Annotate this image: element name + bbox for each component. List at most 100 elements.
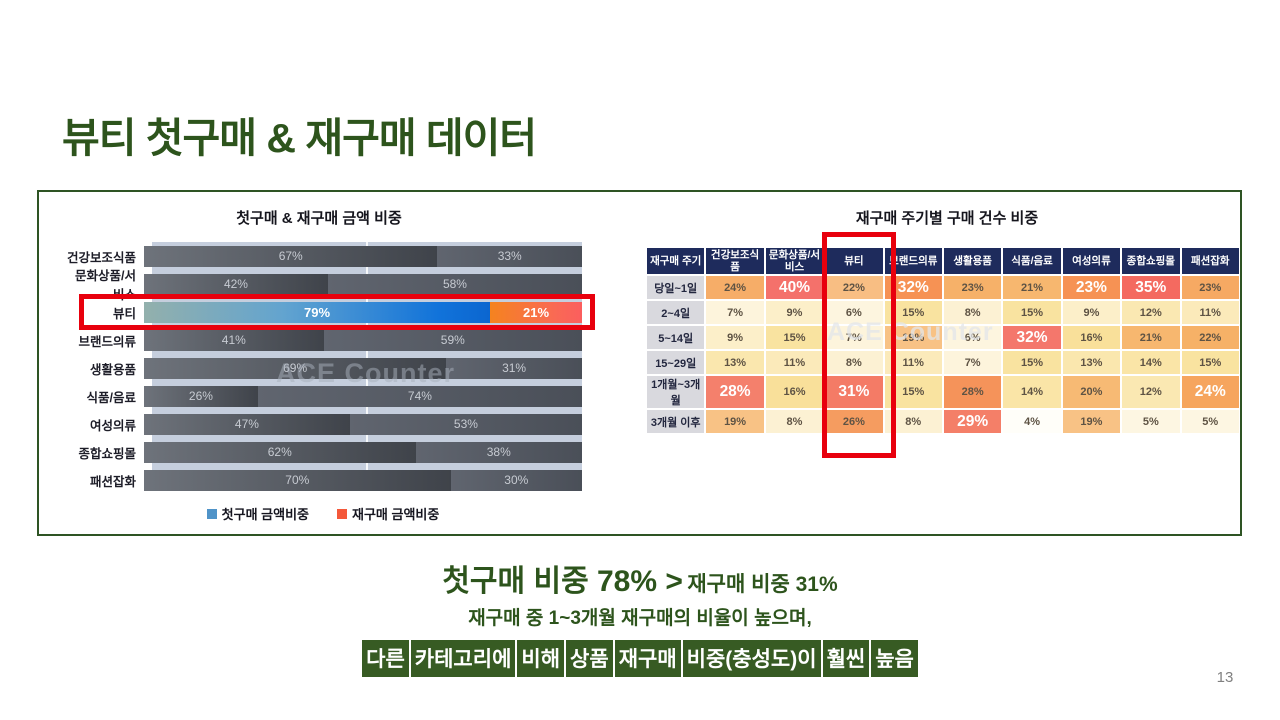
heatmap-cell: 9% [1061,300,1122,326]
heatmap-cell: 19% [1061,409,1122,435]
bar-row: 식품/음료 26% 74% [64,382,582,410]
heatmap-cell: 9% [764,300,825,326]
legend-label: 재구매 금액비중 [352,507,440,522]
heatmap-cell: 21% [1002,275,1062,301]
heatmap-cell: 16% [764,375,825,410]
bar-track: 70% 30% [144,469,582,491]
heatmap-cell: 7% [824,325,884,351]
repurchase-segment: 33% [437,245,582,267]
bar-row: 생활용품 69% 31% [64,354,582,382]
heatmap-cell: 23% [1180,275,1240,301]
insight-line2: 재구매 중 1~3개월 재구매의 비율이 높으며, [468,608,812,629]
heatmap-cell: 24% [1180,375,1240,410]
heatmap-cell: 5% [1121,409,1181,435]
bar-chart: 건강보조식품 67% 33% 문화상품/서비스 42% 58% 뷰티 79% 21% 브랜드의류 4… [64,242,582,494]
table-row: 당일~1일 24% 40% 22% 32% 23% 21% 23% 35% 23% [646,275,1240,301]
heatmap-cell: 32% [1002,325,1062,351]
first-purchase-segment: 42% [144,273,328,295]
first-purchase-segment: 47% [144,413,350,435]
heatmap-cell: 12% [1121,300,1181,326]
table-row-label: 2~4일 [646,300,706,326]
table-row-label: 15~29일 [646,350,706,376]
repurchase-segment: 30% [450,469,582,491]
heatmap-cell: 29% [942,409,1003,435]
table-row: 15~29일 13% 11% 8% 11% 7% 15% 13% 14% 15% [646,350,1240,376]
heatmap-cell: 20% [1061,375,1122,410]
bar-rows: 건강보조식품 67% 33% 문화상품/서비스 42% 58% 뷰티 79% 21% 브랜드의류 4… [64,242,582,494]
heatmap-cell: 40% [764,275,825,301]
beauty-row-highlight-box [79,294,595,330]
heatmap-cell: 22% [824,275,884,301]
first-purchase-segment: 79% [144,301,491,323]
heatmap-cell: 23% [942,275,1003,301]
repurchase-segment: 31% [446,357,582,379]
heatmap-cell: 22% [1180,325,1240,351]
bar-category-label: 식품/음료 [86,390,136,405]
highlight-word: 비중(충성도)이 [682,640,821,677]
heatmap-cell: 6% [942,325,1003,351]
bar-chart-title: 첫구매 & 재구매 금액 비중 [236,210,402,227]
heatmap-cell: 15% [764,325,825,351]
highlight-word: 상품 [566,640,613,677]
heatmap-cell: 28% [942,375,1003,410]
bar-track: 67% 33% [144,245,582,267]
legend-item: 첫구매 금액비중 [206,504,309,523]
bar-track: 79% 21% [144,301,582,323]
heatmap-cell: 14% [1121,350,1181,376]
heatmap-cell: 15% [1002,350,1062,376]
bar-chart-legend: 첫구매 금액비중 재구매 금액비중 [64,504,582,523]
heatmap-title: 재구매 주기별 구매 건수 비중 [855,210,1039,227]
beauty-column-highlight-box [822,232,896,458]
table-header-cell: 재구매 주기 [646,247,706,276]
bar-row: 브랜드의류 41% 59% [64,326,582,354]
table-row-label: 5~14일 [646,325,706,351]
heatmap-cell: 16% [1061,325,1122,351]
heatmap-cell: 5% [1180,409,1240,435]
bar-category-label: 건강보조식품 [66,250,136,265]
heatmap-cell: 8% [824,350,884,376]
insight-line3-highlighted: 다른 카테고리에 비해 상품 재구매 비중(충성도)이 훨씬 높음 [0,640,1280,677]
repurchase-segment: 21% [490,301,582,323]
page-title: 뷰티 첫구매 & 재구매 데이터 [62,115,537,161]
bar-category-label: 종합쇼핑몰 [78,446,136,461]
table-header-cell: 생활용품 [942,247,1003,276]
bar-row: 뷰티 79% 21% [64,298,582,326]
bar-category-label: 브랜드의류 [78,334,136,349]
heatmap-cell: 21% [1121,325,1181,351]
highlight-word: 다른 [362,640,409,677]
bar-row: 건강보조식품 67% 33% [64,242,582,270]
table-header-cell: 종합쇼핑몰 [1121,247,1181,276]
highlight-word: 재구매 [614,640,681,677]
table-header-cell: 문화상품/서비스 [764,247,825,276]
heatmap-cell: 15% [1180,350,1240,376]
table-header-cell: 건강보조식품 [705,247,765,276]
heatmap-cell: 35% [1121,275,1181,301]
legend-label: 첫구매 금액비중 [221,507,309,522]
table-header-cell: 뷰티 [824,247,884,276]
table-header-cell: 식품/음료 [1002,247,1062,276]
bar-track: 42% 58% [144,273,582,295]
heatmap-cell: 14% [1002,375,1062,410]
first-purchase-segment: 70% [144,469,451,491]
bar-track: 47% 53% [144,413,582,435]
bar-row: 종합쇼핑몰 62% 38% [64,438,582,466]
heatmap-cell: 23% [1061,275,1122,301]
heatmap-cell: 13% [1061,350,1122,376]
bar-category-label: 생활용품 [89,362,136,377]
table-row: 3개월 이후 19% 8% 26% 8% 29% 4% 19% 5% 5% [646,409,1240,435]
highlight-word: 높음 [871,640,918,677]
insight-block: 첫구매 비중 78% > 재구매 비중 31% 재구매 중 1~3개월 재구매의… [0,556,1280,677]
first-purchase-segment: 62% [144,441,416,463]
bar-category-label: 여성의류 [89,418,136,433]
highlight-word: 비해 [517,640,565,677]
repurchase-segment: 38% [415,441,582,463]
table-header-cell: 패션잡화 [1180,247,1240,276]
table-row: 5~14일 9% 15% 7% 19% 6% 32% 16% 21% 22% [646,325,1240,351]
highlight-word: 훨씬 [822,640,870,677]
heatmap-cell: 19% [705,409,765,435]
heatmap-cell: 8% [764,409,825,435]
first-purchase-segment: 41% [144,329,324,351]
table-header-cell: 여성의류 [1061,247,1122,276]
heatmap-cell: 11% [1180,300,1240,326]
